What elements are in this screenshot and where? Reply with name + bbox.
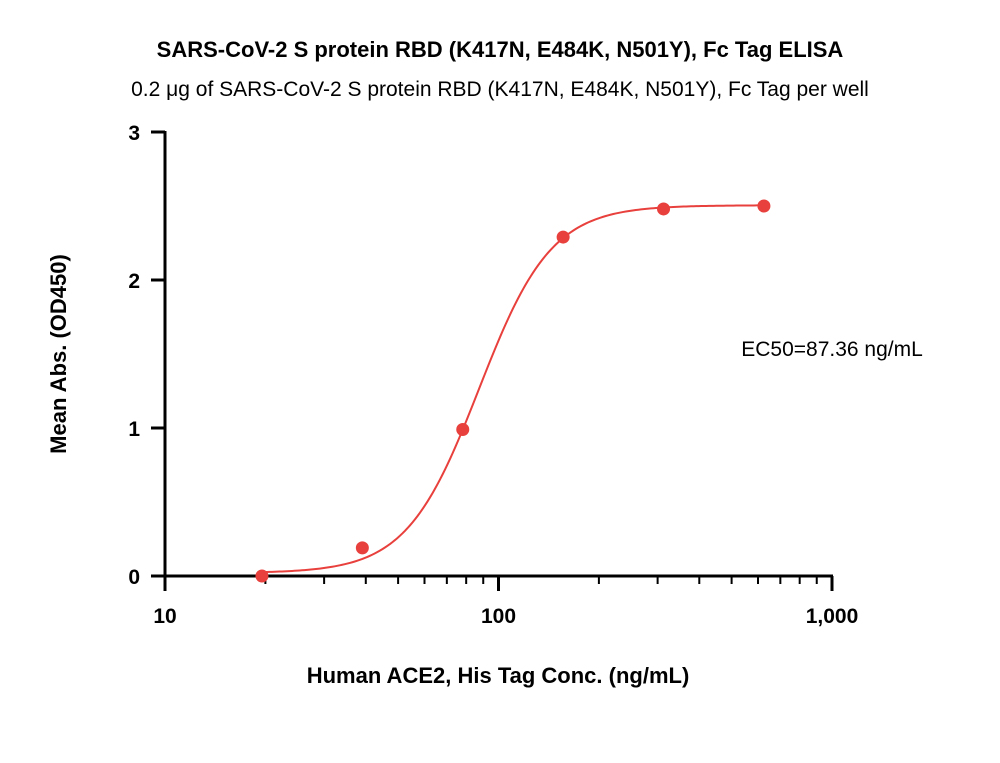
y-axis-label: Mean Abs. (OD450) [46,254,71,454]
data-point [556,230,570,244]
y-ticks: 0 1 2 3 [128,122,165,589]
y-tick-label: 3 [128,122,140,145]
data-point [456,422,470,436]
x-axis-label: Human ACE2, His Tag Conc. (ng/mL) [307,663,690,688]
chart-title: SARS-CoV-2 S protein RBD (K417N, E484K, … [157,37,844,62]
y-tick-label: 2 [128,270,140,293]
data-point [657,202,671,216]
fit-curve [261,204,764,574]
x-ticks: 10 100 1,000 [153,576,858,628]
ec50-annotation: EC50=87.36 ng/mL [741,338,923,361]
x-tick-label: 10 [153,605,176,628]
axes [163,131,833,578]
x-tick-label: 1,000 [806,605,859,628]
data-point [355,541,369,555]
data-point [255,569,269,583]
data-points [255,199,771,583]
x-tick-label: 100 [481,605,516,628]
data-point [757,199,771,213]
chart-subtitle: 0.2 μg of SARS-CoV-2 S protein RBD (K417… [131,78,869,101]
y-tick-label: 0 [128,566,140,589]
y-tick-label: 1 [128,418,140,441]
